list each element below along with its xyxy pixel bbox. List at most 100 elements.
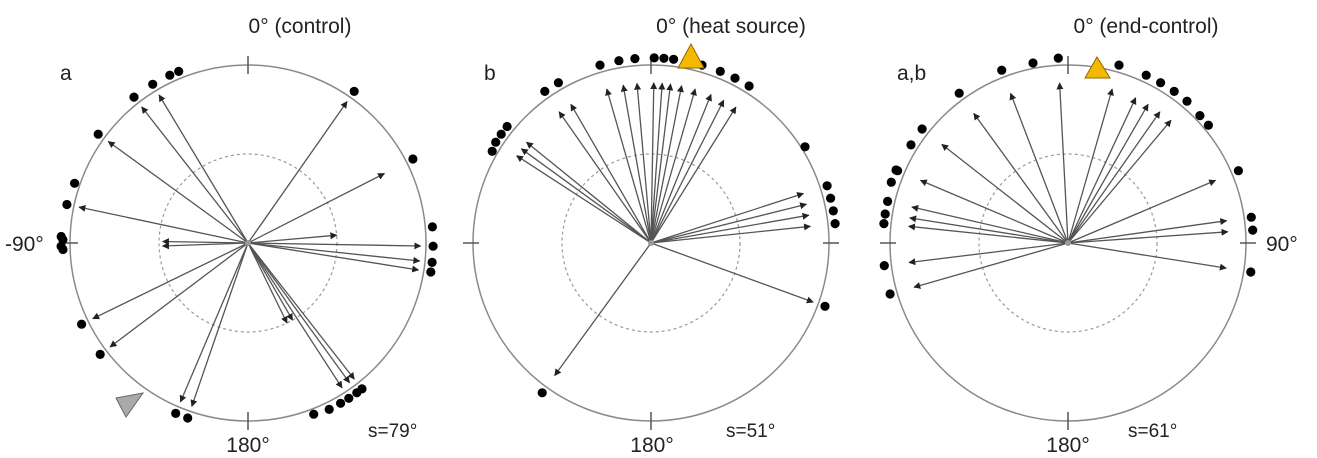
direction-arrow-15 [525,141,652,244]
direction-arrow-8 [247,242,343,389]
panel-b: b 0° (heat source) 180° s=51° [463,15,840,457]
direction-arrow-5 [247,242,420,273]
direction-arrow-10 [247,242,288,324]
direction-arrow-2 [247,232,338,244]
direction-arrow-11 [190,242,249,407]
direction-arrow-15 [919,179,1069,244]
observation-dot-10 [885,289,895,299]
observation-dot-8 [826,193,836,203]
top-label: 0° (end-control) [1074,15,1219,38]
extra-dot-5 [1203,120,1213,130]
observation-dot-7 [822,181,832,191]
arrow-group [908,82,1229,289]
observation-dot-8 [1248,225,1258,235]
observation-dot-9 [336,398,346,408]
extra-dot-5 [309,409,319,419]
direction-arrow-6 [650,106,737,244]
dot-group [879,53,1258,299]
center-point [1065,240,1071,246]
yellow-triangle-marker [677,42,705,69]
observation-dot-13 [880,209,890,219]
direction-arrow-18 [605,88,652,244]
direction-arrow-11 [908,242,1069,266]
arrow-group [78,94,422,407]
direction-arrow-16 [941,143,1069,244]
direction-arrow-10 [650,223,811,244]
observation-dot-20 [630,54,640,64]
direction-arrow-13 [109,242,249,348]
direction-arrow-20 [634,82,652,244]
direction-arrow-11 [650,242,814,304]
direction-arrow-6 [1067,179,1217,244]
observation-dot-16 [917,124,927,134]
bottom-label: 180° [630,434,673,457]
direction-arrow-5 [650,99,725,244]
observation-dot-5 [1182,96,1192,106]
observation-dot-10 [830,219,840,229]
direction-arrow-8 [650,202,808,244]
observation-dot-2 [1141,70,1151,80]
direction-arrow-16 [161,238,249,246]
extra-dot-1 [800,142,810,152]
observation-dot-12 [879,219,889,229]
extra-dot-3 [165,70,175,80]
observation-dot-18 [997,65,1007,75]
extra-dot-2 [70,178,80,188]
yellow-triangle-marker [1084,56,1111,79]
direction-arrow-17 [973,112,1069,244]
direction-arrow-17 [570,103,652,244]
inner-dashed-circle [158,153,338,333]
direction-arrow-0 [650,82,666,244]
direction-arrow-8 [1067,228,1229,244]
observation-dot-10 [324,404,334,414]
direction-arrow-3 [1067,103,1149,244]
observation-dot-3 [1156,78,1166,88]
observation-dot-1 [669,54,679,64]
observation-dot-4 [427,257,437,267]
direction-arrow-16 [558,111,652,244]
observation-dot-21 [649,53,659,63]
direction-arrow-2 [1067,97,1137,244]
observation-dot-17 [62,199,72,210]
extra-dot-1 [891,165,901,175]
direction-arrow-7 [247,242,351,384]
direction-arrow-3 [650,88,697,244]
direction-arrow-21 [650,82,658,244]
left-angle-label: -90° [5,233,44,256]
observation-dot-13 [491,137,501,147]
direction-arrow-18 [107,140,249,244]
extra-dot-1 [56,231,66,242]
direction-arrow-1 [1067,88,1114,244]
observation-dot-14 [883,196,893,206]
observation-dot-12 [537,388,547,398]
observation-dot-6 [1233,166,1243,176]
direction-arrow-19 [620,84,652,244]
direction-arrow-0 [247,101,348,244]
dot-group [487,53,840,398]
observation-dot-14 [77,319,87,329]
observation-dot-9 [1246,267,1256,277]
direction-arrow-14 [520,148,652,244]
observation-dot-13 [95,349,105,359]
observation-dot-20 [148,79,158,89]
observation-dot-7 [1246,212,1256,222]
observation-dot-11 [820,301,830,311]
inner-dashed-circle [561,153,741,333]
extra-dot-0 [56,241,66,251]
observation-dot-14 [496,129,506,139]
observation-dot-2 [427,222,437,232]
panel-letter: a,b [897,62,926,85]
direction-arrow-18 [1009,92,1069,244]
direction-arrow-14 [911,205,1069,244]
observation-dot-0 [659,53,669,63]
direction-arrow-12 [179,242,249,403]
direction-arrow-12 [554,242,652,377]
observation-dot-18 [93,129,103,139]
direction-arrow-7 [650,192,805,244]
direction-arrow-19 [141,106,249,244]
observation-dot-0 [1053,53,1063,63]
observation-dot-11 [183,413,193,423]
direction-arrow-0 [1056,82,1069,244]
direction-arrow-12 [908,223,1069,244]
observation-dot-17 [553,78,564,88]
